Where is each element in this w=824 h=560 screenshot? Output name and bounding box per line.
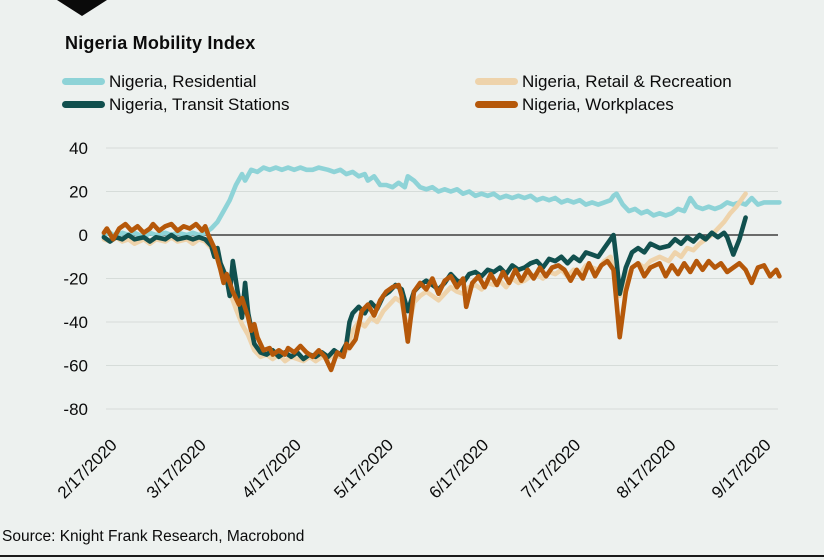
y-tick-label: -40 bbox=[63, 313, 88, 332]
x-tick-label: 5/17/2020 bbox=[330, 435, 397, 502]
legend-item-workplaces: Nigeria, Workplaces bbox=[475, 93, 802, 116]
legend-item-retail-recreation: Nigeria, Retail & Recreation bbox=[475, 70, 802, 93]
y-tick-label: -80 bbox=[63, 400, 88, 419]
legend-item-residential: Nigeria, Residential bbox=[62, 70, 475, 93]
x-tick-label: 8/17/2020 bbox=[613, 435, 680, 502]
series-line-nigeria-transit-stations bbox=[101, 215, 748, 362]
logo-arrow-icon bbox=[57, 0, 107, 16]
legend-label-residential: Nigeria, Residential bbox=[109, 71, 257, 91]
legend-swatch-transit-stations bbox=[62, 101, 105, 108]
y-tick-label: 40 bbox=[69, 139, 88, 158]
x-tick-label: 6/17/2020 bbox=[425, 435, 492, 502]
legend-swatch-workplaces bbox=[475, 101, 518, 108]
x-tick-label: 2/17/2020 bbox=[54, 435, 121, 502]
x-tick-label: 7/17/2020 bbox=[518, 435, 585, 502]
y-tick-label: -60 bbox=[63, 357, 88, 376]
y-tick-label: -20 bbox=[63, 270, 88, 289]
legend-swatch-retail-recreation bbox=[475, 78, 518, 85]
x-tick-label: 9/17/2020 bbox=[708, 435, 775, 502]
series-line-nigeria-residential bbox=[101, 165, 782, 240]
legend-label-transit-stations: Nigeria, Transit Stations bbox=[109, 94, 290, 114]
y-tick-label: 0 bbox=[79, 226, 88, 245]
bottom-rule bbox=[0, 555, 824, 557]
page-title: Nigeria Mobility Index bbox=[65, 33, 256, 53]
legend-swatch-residential bbox=[62, 78, 105, 85]
chart-legend: Nigeria, Residential Nigeria, Retail & R… bbox=[62, 70, 802, 116]
legend-label-workplaces: Nigeria, Workplaces bbox=[522, 94, 674, 114]
y-tick-label: 20 bbox=[69, 183, 88, 202]
x-tick-label: 4/17/2020 bbox=[238, 435, 305, 502]
series-line-nigeria-retail-recreation bbox=[101, 191, 748, 364]
series-line-nigeria-workplaces bbox=[101, 221, 782, 373]
x-tick-label: 3/17/2020 bbox=[143, 435, 210, 502]
source-note: Source: Knight Frank Research, Macrobond bbox=[2, 528, 305, 545]
legend-label-retail-recreation: Nigeria, Retail & Recreation bbox=[522, 71, 732, 91]
legend-item-transit-stations: Nigeria, Transit Stations bbox=[62, 93, 475, 116]
